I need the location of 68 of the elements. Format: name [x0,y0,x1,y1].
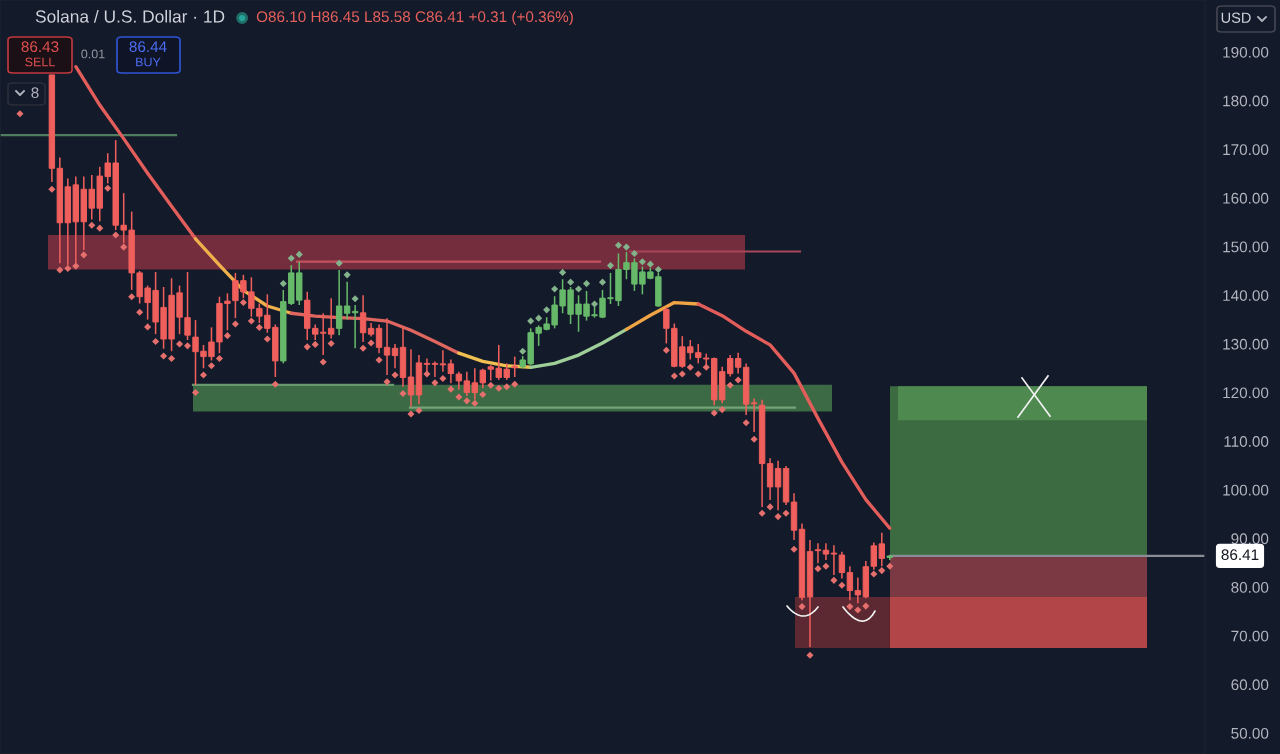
point [335,259,343,267]
annotation: SELL [25,57,55,67]
y-tick-label: 190.00 [1223,46,1269,58]
candlestick [375,323,383,354]
point [622,243,630,251]
point [287,254,295,262]
y-tick-label: 150.00 [1223,241,1269,253]
point [654,265,662,274]
point [551,285,559,293]
candlestick [822,542,830,561]
candlestick [830,544,838,576]
candlestick [766,457,774,501]
y-tick-label: 60.00 [1231,679,1269,691]
point [583,280,591,288]
point [590,300,599,308]
point [295,250,303,258]
y-tick-label: 160.00 [1223,192,1269,204]
y-tick-label: 100.00 [1223,484,1269,496]
point [646,260,654,268]
annotation: 86.44 [129,41,167,53]
y-tick-label: 110.00 [1224,436,1269,447]
annotation: 8 [31,87,39,99]
point [630,249,638,257]
y-tick-label: 50.00 [1231,727,1269,739]
line-series [193,237,293,315]
line-series [529,327,629,369]
point [535,314,543,322]
candlestick [391,343,399,370]
point [575,285,583,293]
candlestick [814,542,822,565]
point [559,268,567,276]
candlestick [774,459,782,512]
candlestick [431,360,439,378]
chart-title: Solana / U.S. Dollar · 1D [35,9,225,23]
candlestick [511,355,518,378]
annotation: 0.01 [81,49,105,59]
y-tick-label: 140.00 [1223,290,1269,301]
y-tick-label: 70.00 [1231,630,1269,642]
candlestick [439,349,447,373]
candlestick [838,550,846,580]
annotation: BUY [136,57,161,67]
point [543,306,551,314]
point [614,241,622,249]
point [598,278,607,286]
point [567,278,575,286]
point [527,317,535,325]
candlestick [383,317,391,376]
point [279,280,287,288]
point [519,347,527,355]
line-series [696,302,892,530]
point [343,271,351,279]
y-tick-label: 120.00 [1223,387,1269,399]
line-series [624,300,700,331]
candlestick [407,348,415,408]
candlestick [359,294,367,343]
ref-line-label: 86.41 [1221,549,1259,561]
y-tick-label: 180.00 [1223,95,1269,107]
y-tick-label: 90.00 [1231,533,1269,545]
point [351,295,359,303]
annotation: 86.43 [21,41,59,53]
y-axis-title: USD [1221,12,1251,23]
point [606,262,615,270]
candlestick [846,565,854,602]
text: O86.10 H86.45 L85.58 C86.41 +0.31 (+0.36%) [256,10,573,26]
y-tick-label: 170.00 [1223,144,1269,156]
y-tick-label: 130.00 [1223,338,1269,350]
y-tick-label: 80.00 [1231,582,1269,593]
point [638,258,646,266]
